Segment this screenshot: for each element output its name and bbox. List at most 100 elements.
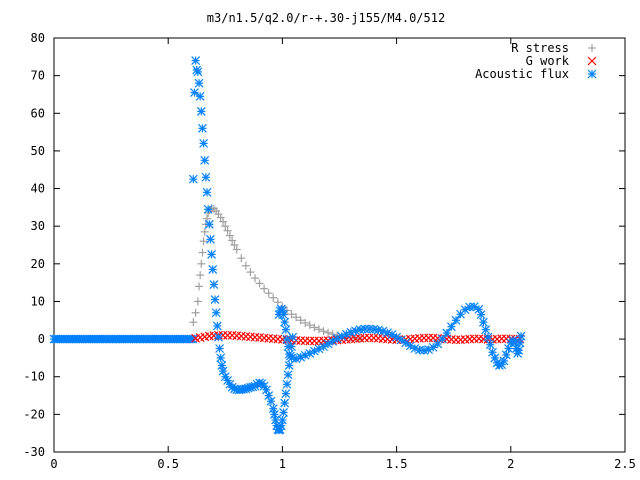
data-marks (49, 56, 526, 435)
acoustic-flux-point (199, 138, 209, 148)
acoustic-flux-point (485, 340, 495, 350)
r-stress-point (199, 237, 208, 246)
acoustic-flux-point (369, 324, 379, 334)
acoustic-flux-point (281, 325, 291, 335)
legend-marker-acoustic-flux (587, 69, 597, 79)
y-tick-label: 60 (31, 106, 45, 120)
axis-ticks: 0 0.5 1 1.5 2 2.5 -30 -20 -10 0 10 20 30 40 50 60 70 80 (23, 31, 636, 471)
acoustic-flux-point (514, 345, 524, 355)
r-stress-point (230, 241, 239, 249)
legend-label-r-stress: R stress (511, 41, 569, 55)
acoustic-flux-point (200, 155, 210, 165)
y-tick-label: 40 (31, 182, 45, 196)
acoustic-flux-point (483, 332, 493, 342)
g-work-point (360, 333, 370, 343)
acoustic-flux-point (201, 172, 211, 182)
y-tick-label: 70 (31, 69, 45, 83)
x-tick-label: 2.5 (614, 457, 636, 471)
acoustic-flux-point (280, 317, 290, 327)
acoustic-flux-point (266, 396, 276, 406)
acoustic-flux-point (188, 174, 198, 184)
r-stress-point (196, 271, 205, 280)
acoustic-flux-point (456, 309, 465, 319)
y-tick-label: 30 (31, 219, 45, 233)
r-stress-point (228, 236, 237, 245)
acoustic-flux-point (191, 56, 201, 66)
r-stress-point (269, 293, 278, 302)
r-stress-point (198, 248, 207, 257)
y-tick-label: -10 (23, 370, 45, 384)
acoustic-flux-point (281, 389, 291, 399)
legend-marker-g-work (587, 56, 597, 66)
acoustic-flux-point (216, 353, 226, 363)
legend-label-acoustic-flux: Acoustic flux (475, 67, 569, 81)
y-tick-label: 10 (31, 294, 45, 308)
acoustic-flux-point (212, 321, 222, 331)
r-stress-point (296, 316, 305, 325)
acoustic-flux-point (211, 308, 221, 318)
acoustic-flux-point (195, 91, 205, 101)
acoustic-flux-point (277, 415, 287, 425)
g-work-point (364, 333, 374, 343)
y-tick-label: 20 (31, 257, 45, 271)
r-stress-point (197, 259, 206, 268)
r-stress-point (223, 226, 232, 235)
y-tick-label: 50 (31, 144, 45, 158)
r-stress-point (292, 313, 301, 322)
acoustic-flux-point (446, 322, 456, 332)
legend-label-g-work: G work (526, 54, 570, 68)
acoustic-flux-point (283, 370, 293, 380)
acoustic-flux-point (196, 106, 206, 116)
r-stress-point (232, 245, 241, 254)
x-tick-label: 0.5 (157, 457, 179, 471)
acoustic-flux-point (280, 398, 290, 408)
r-stress-point (328, 330, 337, 339)
acoustic-flux-point (478, 317, 488, 327)
legend-marker-r-stress (588, 44, 596, 52)
r-stress-point (237, 254, 246, 263)
acoustic-flux-point (284, 361, 294, 370)
r-stress-point (241, 261, 250, 270)
r-stress-point (225, 231, 234, 240)
acoustic-flux-point (194, 78, 204, 88)
r-stress-point (310, 323, 319, 332)
acoustic-flux-point (282, 379, 292, 389)
r-stress-point (193, 297, 202, 306)
acoustic-flux-point (269, 409, 279, 419)
g-work-point (469, 334, 479, 344)
r-stress-point (195, 282, 204, 291)
acoustic-flux-point (476, 310, 486, 320)
acoustic-flux-point (204, 219, 214, 229)
y-tick-label: 80 (31, 31, 45, 45)
y-tick-label: 0 (38, 332, 45, 346)
x-tick-label: 1 (279, 457, 286, 471)
r-stress-point (264, 289, 273, 298)
acoustic-flux-point (279, 310, 288, 320)
chart-title: m3/n1.5/q2.0/r-+.30-j155/M4.0/512 (207, 11, 445, 25)
series-r-stress (189, 204, 365, 343)
r-stress-point (250, 274, 259, 283)
acoustic-flux-point (428, 342, 438, 352)
acoustic-flux-point (217, 361, 227, 370)
r-stress-point (216, 213, 225, 222)
acoustic-flux-point (279, 408, 288, 417)
r-stress-point (221, 222, 230, 231)
acoustic-flux-point (442, 328, 452, 338)
r-stress-point (301, 318, 310, 327)
r-stress-point (191, 308, 200, 317)
r-stress-point (246, 268, 255, 277)
acoustic-flux-point (314, 344, 324, 354)
acoustic-flux-point (207, 249, 217, 259)
g-work-point (424, 333, 434, 343)
y-tick-label: -30 (23, 445, 45, 459)
r-stress-point (324, 328, 333, 337)
acoustic-flux-point (215, 344, 225, 353)
acoustic-flux-point (282, 334, 292, 344)
acoustic-flux-point (208, 265, 218, 274)
g-work-point (223, 330, 233, 340)
acoustic-flux-point (276, 421, 286, 431)
acoustic-flux-point (451, 315, 461, 325)
g-work-point (305, 336, 315, 346)
